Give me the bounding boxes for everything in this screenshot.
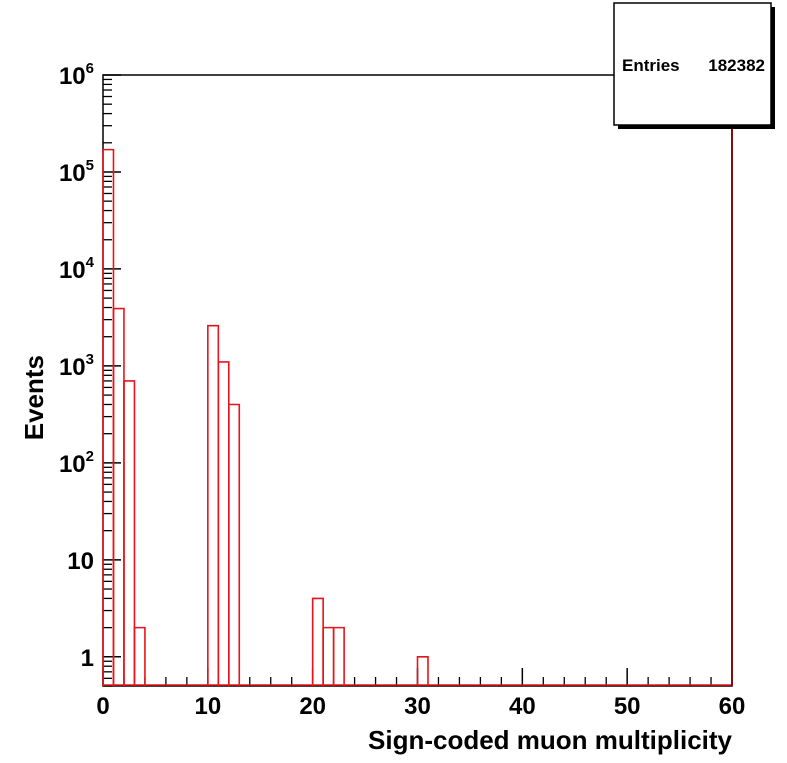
y-tick-label: 103 bbox=[59, 351, 94, 381]
y-tick-label: 105 bbox=[59, 157, 94, 187]
x-tick-label: 60 bbox=[719, 693, 746, 720]
histogram-bin bbox=[228, 403, 241, 686]
stats-box-frame bbox=[613, 2, 772, 126]
x-axis-title: Sign-coded muon multiplicity bbox=[368, 725, 733, 755]
histogram-bin bbox=[123, 380, 136, 686]
y-tick-label: 102 bbox=[59, 448, 94, 478]
plot-frame bbox=[102, 74, 733, 687]
histogram-bin bbox=[332, 626, 345, 686]
histogram-bin bbox=[416, 656, 429, 686]
histogram-bin bbox=[133, 626, 146, 686]
histogram-series bbox=[102, 75, 733, 686]
y-tick-labels: 1 10 102 103 104 105 106 bbox=[59, 60, 95, 672]
x-tick-label: 0 bbox=[96, 693, 109, 720]
histogram-bin bbox=[322, 626, 335, 686]
x-tick-label: 20 bbox=[299, 693, 326, 720]
stats-box: Entries 182382 bbox=[613, 2, 775, 129]
y-tick-label: 104 bbox=[59, 254, 95, 284]
y-minor-ticks bbox=[103, 78, 112, 687]
y-major-ticks bbox=[103, 74, 121, 658]
x-tick-labels: 0 10 20 30 40 50 60 bbox=[96, 693, 745, 720]
stats-entries-label: Entries bbox=[622, 56, 680, 75]
x-tick-label: 50 bbox=[614, 693, 641, 720]
x-tick-label: 10 bbox=[194, 693, 221, 720]
histogram-bin bbox=[102, 148, 115, 686]
x-tick-label: 40 bbox=[509, 693, 536, 720]
y-tick-label: 1 bbox=[81, 645, 94, 672]
histogram-bin bbox=[217, 361, 230, 686]
histogram-bin bbox=[207, 324, 220, 686]
y-tick-label: 10 bbox=[67, 548, 94, 575]
stats-entries-value: 182382 bbox=[708, 56, 765, 75]
y-axis-title: Events bbox=[19, 355, 49, 440]
x-tick-label: 30 bbox=[404, 693, 431, 720]
y-tick-label: 106 bbox=[59, 60, 94, 90]
histogram-bin bbox=[311, 597, 324, 686]
